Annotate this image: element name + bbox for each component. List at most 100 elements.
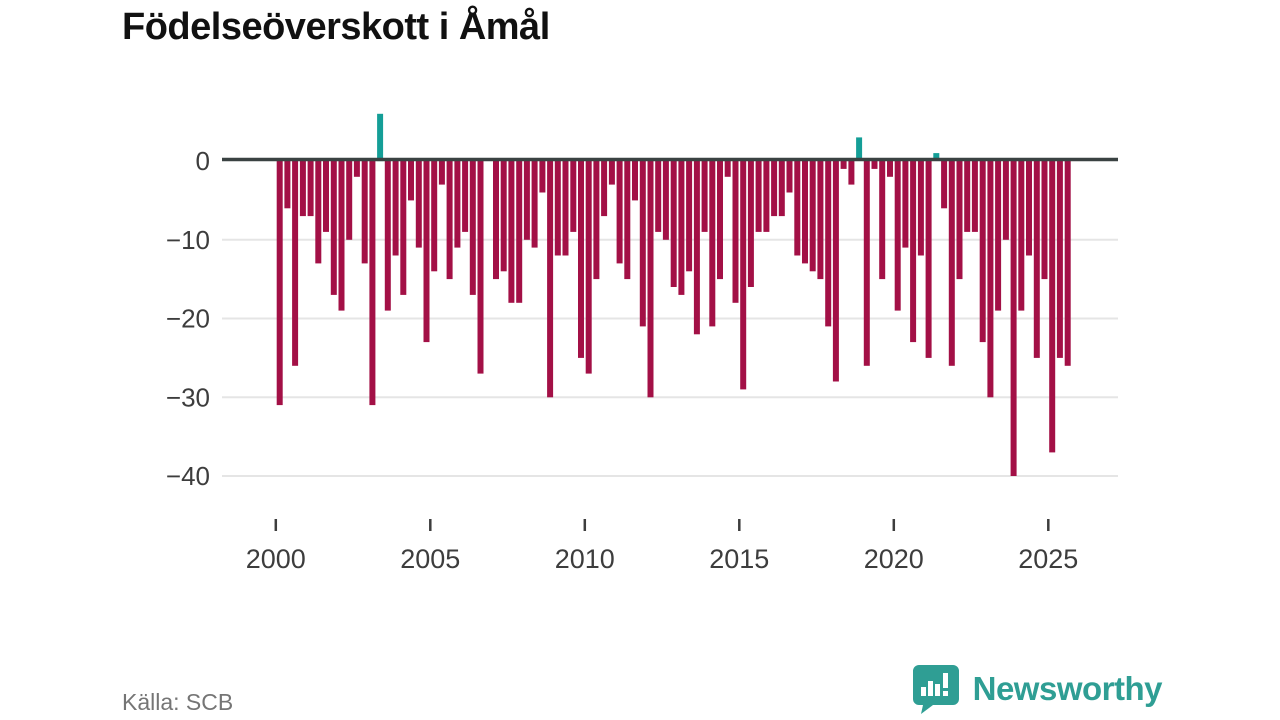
quarter-bar	[910, 161, 917, 343]
quarter-bar	[601, 161, 608, 217]
quarter-bar	[686, 161, 693, 272]
quarter-bar	[384, 161, 391, 311]
quarter-bar	[778, 161, 785, 217]
quarter-bar	[508, 161, 515, 303]
quarter-bar	[995, 161, 1002, 311]
quarter-bar	[408, 161, 414, 201]
quarter-bar	[608, 161, 615, 185]
quarter-bar	[856, 137, 863, 161]
quarter-bar	[292, 161, 299, 366]
quarter-bar	[562, 161, 569, 256]
x-axis-label: 2005	[400, 544, 460, 574]
quarter-bar	[724, 161, 731, 177]
quarter-bar	[894, 161, 901, 311]
quarter-bar	[655, 161, 662, 232]
quarter-bar	[1064, 161, 1071, 366]
quarter-bar	[1002, 161, 1009, 240]
quarter-bar	[554, 161, 561, 256]
quarter-bar	[353, 161, 360, 177]
quarter-bar	[299, 161, 306, 217]
quarter-bar	[523, 161, 530, 240]
quarter-bar	[941, 161, 948, 209]
quarter-bar	[964, 161, 971, 232]
quarter-bar	[539, 161, 546, 193]
x-axis-label: 2020	[864, 544, 924, 574]
quarter-bar	[1010, 161, 1017, 476]
quarter-bar	[500, 161, 507, 272]
quarter-bar	[971, 161, 978, 232]
quarter-bar	[469, 161, 476, 295]
quarter-bar	[323, 161, 329, 232]
quarter-bar	[709, 161, 716, 327]
quarter-bar	[454, 161, 461, 248]
quarter-bar	[933, 153, 940, 161]
quarter-bar	[438, 161, 445, 185]
quarter-bar	[987, 161, 994, 398]
quarter-bar	[678, 161, 685, 295]
quarter-bar	[917, 161, 924, 256]
quarter-bar	[755, 161, 762, 232]
quarter-bar	[1056, 161, 1063, 358]
quarter-bar	[624, 161, 631, 280]
quarter-bar	[817, 161, 824, 280]
quarter-bar	[516, 161, 523, 303]
quarter-bar	[832, 161, 839, 382]
quarter-bar	[802, 161, 808, 264]
quarter-bar	[809, 161, 816, 272]
quarter-bar	[863, 161, 870, 366]
quarter-bar	[616, 161, 623, 264]
quarter-bar	[547, 161, 554, 398]
quarter-bar	[431, 161, 438, 272]
quarter-bar	[902, 161, 909, 248]
quarter-bar	[948, 161, 955, 366]
quarter-bar	[330, 161, 337, 295]
quarter-bar	[462, 161, 469, 232]
newsworthy-logo: Newsworthy	[911, 663, 1163, 715]
quarter-bar	[879, 161, 886, 280]
quarter-bar	[786, 161, 793, 193]
quarter-bar	[925, 161, 932, 358]
quarter-bar	[593, 161, 600, 280]
newsworthy-icon	[912, 665, 959, 714]
quarter-bar	[1026, 161, 1032, 256]
quarter-bar	[732, 161, 739, 303]
quarter-bar	[361, 161, 368, 264]
quarter-bar	[647, 161, 654, 398]
quarter-bar	[392, 161, 399, 256]
y-axis-label: −20	[166, 304, 210, 334]
y-axis-label: 0	[196, 146, 210, 176]
x-axis-label: 2025	[1018, 544, 1078, 574]
x-axis-label: 2000	[246, 544, 306, 574]
quarter-bar	[400, 161, 407, 295]
quarter-bar	[585, 161, 592, 374]
quarter-bar	[1033, 161, 1040, 358]
quarter-bar	[794, 161, 801, 256]
quarter-bar	[670, 161, 677, 287]
quarter-bar	[446, 161, 453, 280]
quarter-bar	[315, 161, 322, 264]
quarter-bar	[415, 161, 422, 248]
quarter-bar	[956, 161, 963, 280]
quarter-bar	[771, 161, 778, 217]
quarter-bar	[632, 161, 638, 201]
quarter-bar	[338, 161, 345, 311]
quarter-bar	[493, 161, 499, 280]
quarter-bar	[369, 161, 376, 406]
quarter-bar	[740, 161, 747, 390]
quarter-bar	[1018, 161, 1025, 311]
quarter-bar	[276, 161, 283, 406]
x-axis-label: 2010	[555, 544, 615, 574]
bar-chart: 0 −10 −20 −30 −40 2000 2005 2010 2015 2020 2025	[166, 113, 1118, 574]
quarter-bar	[763, 161, 770, 232]
quarter-bar	[848, 161, 855, 185]
quarter-bar	[531, 161, 538, 248]
quarter-bar	[693, 161, 700, 335]
quarter-bar	[979, 161, 986, 343]
quarter-bar	[871, 161, 878, 169]
newsworthy-wordmark: Newsworthy	[972, 670, 1163, 707]
quarter-bar	[701, 161, 708, 232]
quarter-bar	[1049, 161, 1056, 453]
quarter-bar	[840, 161, 847, 169]
quarter-bar	[346, 161, 353, 240]
quarter-bar	[662, 161, 669, 240]
